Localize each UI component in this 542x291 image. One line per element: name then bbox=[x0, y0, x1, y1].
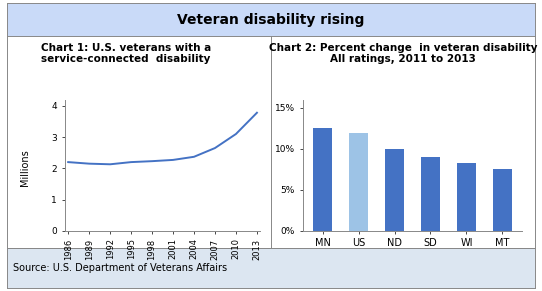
Text: Veteran disability rising: Veteran disability rising bbox=[177, 13, 365, 27]
Text: Source: U.S. Department of Veterans Affairs: Source: U.S. Department of Veterans Affa… bbox=[13, 262, 227, 273]
Text: Chart 1: U.S. veterans with a
service-connected  disability: Chart 1: U.S. veterans with a service-co… bbox=[41, 42, 211, 64]
Text: Millions: Millions bbox=[20, 149, 30, 186]
Text: Chart 2: Percent change  in veteran disability
All ratings, 2011 to 2013: Chart 2: Percent change in veteran disab… bbox=[269, 42, 538, 64]
